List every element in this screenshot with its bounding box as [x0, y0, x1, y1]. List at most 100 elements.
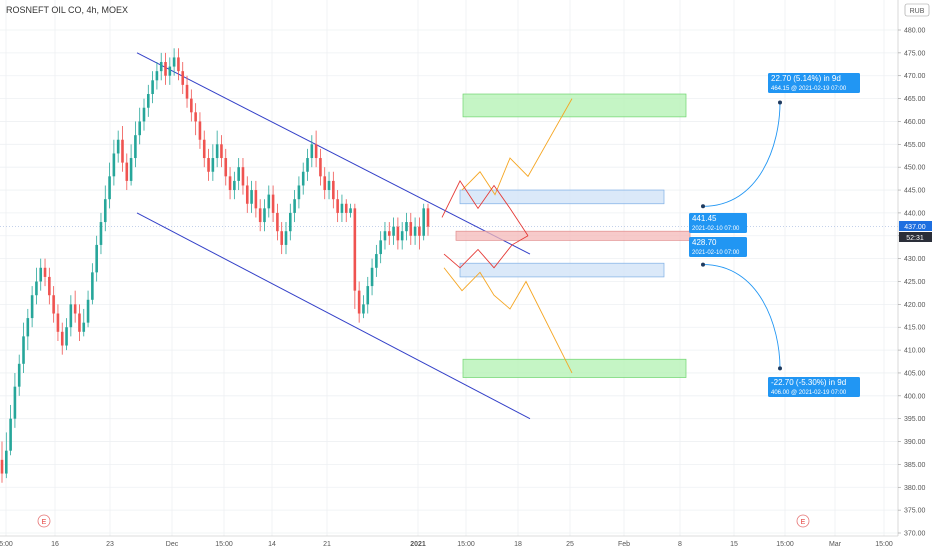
y-tick-label: 390.00: [904, 439, 926, 446]
zone-upper-resistance[interactable]: [459, 189, 665, 205]
symbol-title: ROSNEFT OIL CO, 4h, MOEX: [6, 5, 128, 15]
time-axis-ticks: 5:00 16 23 Dec 15:00 14 21 2021 15:00 18 25 Feb 8 15 1…: [0, 541, 893, 548]
candle-body: [237, 167, 240, 181]
projection-start-down-text: 2021-02-10 07:00: [692, 250, 740, 256]
candle-body: [289, 212, 292, 232]
earnings-event-icon[interactable]: [37, 514, 51, 528]
candle-body: [263, 208, 266, 223]
projection-label-up[interactable]: [768, 73, 860, 93]
candle-body: [323, 176, 327, 191]
candle-body: [116, 139, 120, 154]
anchor-point[interactable]: [778, 100, 782, 105]
candle-body: [30, 295, 34, 319]
candle-body: [228, 176, 232, 191]
x-tick-label: Mar: [829, 541, 842, 548]
candle-body: [211, 158, 215, 172]
event-marker-label: E: [42, 519, 47, 526]
y-tick-label: 465.00: [904, 96, 926, 103]
candle-body: [177, 57, 180, 72]
x-tick-label: 16: [51, 541, 59, 548]
candle-body: [112, 153, 116, 177]
projection-label-down[interactable]: [768, 377, 860, 397]
zone-pivot[interactable]: [455, 230, 691, 241]
candle-body: [422, 208, 425, 236]
candle-body: [297, 185, 301, 200]
candle-body: [190, 98, 193, 113]
anchor-point[interactable]: [778, 366, 782, 371]
candle-body: [314, 144, 318, 159]
y-tick-label: 480.00: [904, 28, 926, 35]
candle-body: [95, 244, 98, 273]
projection-start-up-text: 441.45: [692, 214, 717, 223]
y-tick-label: 380.00: [904, 485, 926, 492]
zones[interactable]: [455, 93, 691, 378]
x-tick-label: 14: [268, 541, 276, 548]
candle-body: [198, 121, 202, 140]
earnings-event-icon[interactable]: [796, 514, 810, 528]
candle-body: [400, 231, 404, 241]
candle-body: [366, 286, 370, 305]
candle-body: [379, 240, 382, 255]
candle-body: [138, 121, 141, 136]
event-marker-label: E: [801, 519, 806, 526]
y-tick-label: 370.00: [904, 531, 926, 538]
candle-body: [86, 299, 90, 323]
candle-body: [164, 62, 167, 76]
candle-body: [73, 304, 77, 314]
candle-body: [78, 313, 81, 332]
candle-body: [129, 158, 133, 181]
x-tick-label: 21: [323, 541, 331, 548]
y-tick-label: 475.00: [904, 50, 926, 57]
candle-body: [362, 304, 365, 314]
candle-body: [340, 203, 344, 213]
projection-start-down[interactable]: [689, 237, 747, 257]
candle-body: [0, 459, 4, 474]
y-tick-label: 425.00: [904, 279, 926, 286]
candle-body: [142, 107, 146, 122]
channel-lower-line[interactable]: [136, 212, 531, 420]
candle-body: [413, 226, 417, 236]
x-tick-label: 25: [566, 541, 574, 548]
zone-upper-target[interactable]: [462, 93, 687, 118]
candles: [0, 48, 430, 483]
anchor-point[interactable]: [701, 262, 705, 267]
x-tick-label: 18: [514, 541, 522, 548]
y-tick-label: 450.00: [904, 165, 926, 172]
candle-body: [9, 418, 12, 451]
x-tick-label: 23: [106, 541, 114, 548]
projection-label-down-text: 406.00 @ 2021-02-19 07:00: [771, 390, 847, 396]
candle-body: [241, 167, 245, 186]
projection-label-up-text: 22.70 (5.14%) in 9d: [771, 74, 841, 83]
candle-body: [65, 327, 68, 346]
x-tick-label: 2021: [410, 541, 426, 548]
candle-body: [13, 386, 17, 419]
candle-body: [39, 267, 43, 282]
candle-body: [258, 208, 262, 223]
candle-body: [405, 222, 408, 232]
projection-start-up[interactable]: [689, 213, 747, 233]
y-tick-label: 460.00: [904, 119, 926, 126]
candle-body: [250, 190, 253, 204]
candle-body: [108, 176, 111, 200]
channel-upper-line[interactable]: [136, 52, 531, 255]
projection-callouts[interactable]: 22.70 (5.14%) in 9d 464.15 @ 2021-02-19 0…: [689, 73, 860, 397]
anchor-point[interactable]: [701, 204, 705, 209]
currency-label: RUB: [910, 8, 925, 15]
x-tick-label: 15:00: [457, 541, 475, 548]
candle-body: [147, 94, 150, 108]
currency-badge[interactable]: [904, 3, 930, 17]
candle-body: [327, 180, 331, 191]
zone-lower-target[interactable]: [462, 358, 687, 378]
candle-body: [121, 139, 124, 163]
x-tick-label: 15:00: [215, 541, 233, 548]
candle-body: [418, 226, 421, 236]
candle-body: [134, 135, 137, 159]
projection-label-up-text: 464.15 @ 2021-02-19 07:00: [771, 86, 847, 92]
candle-body: [271, 194, 275, 213]
candle-body: [349, 208, 352, 213]
trend-channel[interactable]: [136, 52, 531, 420]
countdown-label: 52:31: [906, 235, 924, 242]
zone-lower-support[interactable]: [459, 262, 665, 278]
